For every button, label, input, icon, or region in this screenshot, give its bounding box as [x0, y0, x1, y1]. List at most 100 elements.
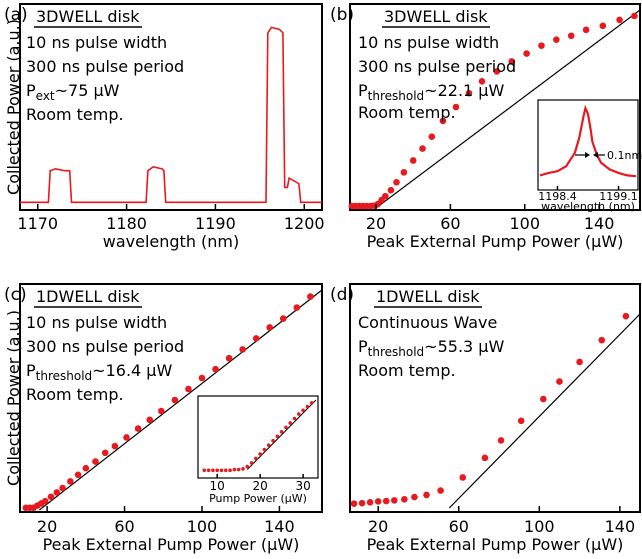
param-line: Pthreshold~16.4 µW	[26, 361, 172, 383]
data-point	[134, 425, 142, 432]
inset-data-point	[271, 438, 275, 443]
annotation-line: 300 ns pulse period	[26, 337, 184, 356]
panel-label: (a)	[4, 5, 28, 25]
data-point	[123, 434, 130, 441]
data-point	[366, 499, 374, 506]
x-tick-label: 60	[449, 517, 469, 536]
data-point	[382, 497, 390, 505]
data-point	[391, 497, 398, 504]
data-point	[387, 186, 395, 194]
inset-data-point	[211, 468, 215, 473]
inset-data-layer	[202, 399, 317, 473]
x-tick-label: 20	[37, 517, 57, 536]
param-sub: threshold	[368, 345, 425, 359]
data-point	[358, 499, 366, 507]
data-point	[53, 489, 61, 496]
data-point	[185, 385, 192, 393]
annotation-line: 10 ns pulse width	[26, 313, 167, 332]
inset-data-point	[275, 434, 280, 439]
x-tick-label: 140	[605, 517, 636, 536]
data-point	[239, 346, 246, 353]
x-tick-label: 1170	[17, 214, 58, 233]
inset-tick-layer: 10 20 30	[210, 474, 311, 493]
data-point	[252, 335, 260, 342]
data-point	[382, 192, 389, 200]
param-line: Pthreshold~55.3 µW	[358, 337, 504, 359]
data-point	[419, 145, 426, 152]
data-point	[622, 312, 630, 320]
inset-data-point	[297, 412, 301, 416]
tick-layer: 20 60 100 140	[366, 204, 614, 233]
data-point	[538, 42, 545, 49]
inset-data-point	[266, 443, 271, 447]
inset-spectrum-line	[539, 104, 637, 178]
data-point	[59, 484, 66, 492]
data-point	[478, 77, 486, 85]
spectrum-line	[20, 26, 322, 204]
tick-layer: 20 60 100 140	[368, 506, 635, 536]
data-point	[631, 12, 638, 20]
data-point	[540, 395, 547, 403]
fit-line	[375, 9, 641, 209]
data-point	[67, 478, 74, 485]
data-point	[111, 442, 119, 450]
data-point	[465, 89, 473, 97]
inset-data-point	[228, 468, 232, 473]
x-tick-label: 20	[368, 517, 388, 536]
inset-x-tick-label: 1199.1	[599, 190, 638, 203]
panel-label: (b)	[330, 5, 354, 25]
inset-data-point	[262, 447, 267, 452]
panel-c: 20 60 100 140 (c) 1DWELL disk 10 ns pulse w…	[4, 283, 323, 554]
data-point	[47, 493, 55, 501]
x-tick-label: 100	[509, 214, 540, 233]
inset-data-point	[241, 467, 245, 471]
param-main: P	[358, 337, 368, 356]
plot-frame	[19, 3, 323, 211]
data-point	[567, 32, 575, 40]
inset-fit-line	[246, 399, 317, 470]
x-tick-label: 100	[187, 517, 218, 536]
panel-label: (c)	[4, 285, 27, 305]
param-main: P	[26, 81, 36, 100]
data-point	[439, 117, 447, 125]
annotation-line: 300 ns pulse period	[358, 57, 516, 76]
data-layer	[22, 293, 314, 512]
x-tick-label: 140	[264, 517, 295, 536]
inset-data-point	[245, 464, 250, 469]
inset-data-point	[202, 468, 207, 473]
data-point	[452, 103, 460, 111]
param-main: P	[26, 361, 36, 380]
data-point	[409, 157, 417, 164]
param-sub: threshold	[36, 369, 93, 383]
inset-data-point	[288, 421, 293, 425]
x-axis-label: wavelength (nm)	[103, 232, 240, 251]
annotation-line: Room temp.	[358, 103, 456, 122]
tick-layer: 1170 1180 1190 1200	[17, 204, 325, 233]
inset-data-point	[309, 401, 314, 405]
inset-data-point	[258, 452, 262, 456]
panel-a: 1170 1180 1190 1200 (a) 3DWELL disk 10 ns p…	[4, 3, 325, 251]
data-point	[459, 474, 467, 481]
inset-data-point	[223, 468, 228, 473]
data-point	[212, 365, 219, 373]
data-point	[146, 416, 154, 424]
x-tick-label: 1180	[106, 214, 147, 233]
inset-data-point	[206, 468, 211, 473]
data-point	[82, 464, 90, 472]
data-point	[423, 491, 430, 499]
annotation-line: Continuous Wave	[358, 313, 497, 332]
data-point	[307, 293, 314, 300]
data-point	[437, 487, 444, 494]
data-point	[553, 36, 560, 43]
fit-line	[448, 313, 641, 509]
inset-x-axis-label: wavelength (nm)	[541, 200, 635, 213]
data-point	[576, 358, 583, 366]
data-point	[497, 437, 505, 444]
chart-title: 1DWELL disk	[36, 287, 140, 306]
inset-data-point	[219, 468, 224, 473]
data-point	[493, 68, 501, 75]
plot-frame	[349, 3, 641, 211]
y-axis-label: Collected Power (a.u.)	[4, 310, 23, 486]
inset-data-point	[292, 416, 297, 421]
panel-d: 20 60 100 140 (d) 1DWELL disk Continuous Wa…	[330, 283, 641, 554]
